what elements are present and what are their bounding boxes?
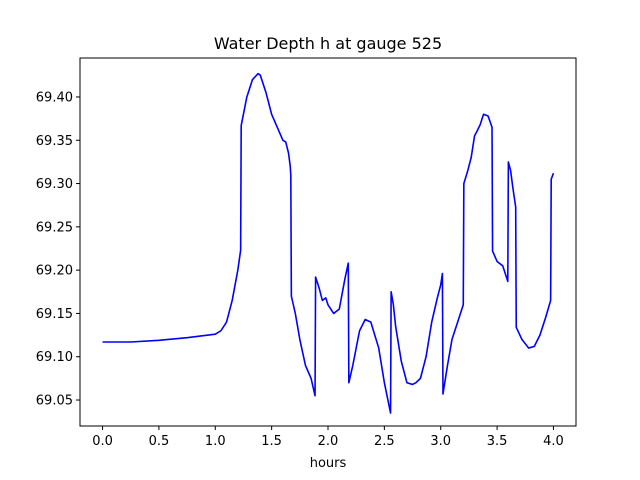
x-tick-label: 0.5: [149, 434, 170, 449]
chart-title: Water Depth h at gauge 525: [214, 34, 442, 53]
x-tick-label: 4.0: [543, 434, 564, 449]
y-tick-label: 69.25: [36, 220, 73, 235]
x-tick-label: 2.0: [318, 434, 339, 449]
x-tick-label: 3.5: [487, 434, 508, 449]
y-tick-label: 69.35: [36, 134, 73, 149]
x-tick-label: 1.5: [261, 434, 282, 449]
x-tick-label: 3.0: [430, 434, 451, 449]
x-tick-label: 1.0: [205, 434, 226, 449]
y-tick-label: 69.30: [36, 177, 73, 192]
y-tick-label: 69.20: [36, 264, 73, 279]
y-tick-label: 69.15: [36, 307, 73, 322]
x-tick-label: 0.0: [92, 434, 113, 449]
x-tick-label: 2.5: [374, 434, 395, 449]
y-tick-label: 69.05: [36, 394, 73, 409]
x-axis-label: hours: [310, 456, 347, 471]
y-tick-label: 69.10: [36, 350, 73, 365]
y-tick-label: 69.40: [36, 90, 73, 105]
series-line-0: [102, 72, 555, 414]
